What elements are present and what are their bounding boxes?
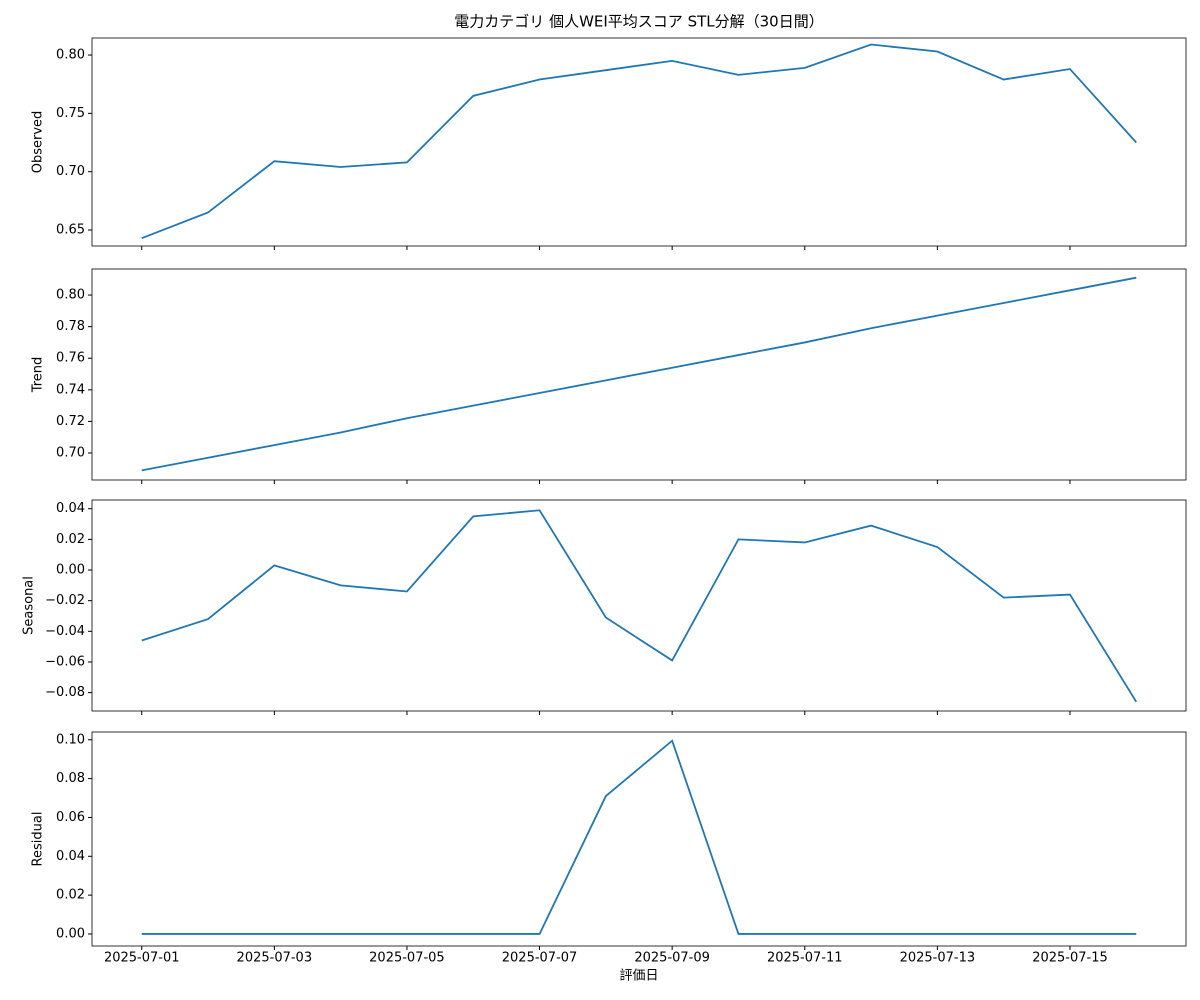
y-tick-label: 0.02 [56, 532, 85, 547]
x-tick-label: 2025-07-07 [502, 951, 578, 966]
x-tick-label: 2025-07-11 [767, 951, 843, 966]
y-tick-label: 0.04 [56, 849, 85, 864]
y-axis-label: Trend [31, 357, 46, 394]
y-tick-label: 0.72 [56, 414, 85, 429]
y-tick-label: 0.75 [56, 106, 85, 121]
plot-frame [91, 37, 1187, 247]
y-tick-label: 0.00 [56, 563, 85, 578]
x-axis-label: 評価日 [619, 969, 658, 984]
y-tick-label: 0.74 [56, 382, 85, 397]
y-tick-label: 0.78 [56, 319, 85, 334]
y-tick-label: 0.80 [56, 288, 85, 303]
plot-frame [91, 268, 1187, 481]
y-tick-label: −0.02 [45, 593, 85, 608]
plot-frame [91, 731, 1187, 947]
y-tick-label: 0.06 [56, 810, 85, 825]
y-tick-label: 0.80 [56, 48, 85, 63]
plot-frame [91, 499, 1187, 712]
y-tick-label: 0.02 [56, 888, 85, 903]
y-tick-label: −0.06 [45, 654, 85, 669]
data-line [141, 276, 1137, 472]
x-tick-label: 2025-07-13 [900, 951, 976, 966]
y-tick-label: 0.08 [56, 771, 85, 786]
x-tick-label: 2025-07-15 [1032, 951, 1108, 966]
x-tick-label: 2025-07-03 [237, 951, 313, 966]
y-axis-label: Observed [31, 111, 46, 174]
y-tick-label: 0.76 [56, 351, 85, 366]
y-tick-label: 0.04 [56, 501, 85, 516]
y-tick-label: 0.70 [56, 164, 85, 179]
y-tick-label: −0.04 [45, 624, 85, 639]
chart-title: 電力カテゴリ 個人WEI平均スコア STL分解（30日間） [454, 13, 823, 31]
y-tick-label: 0.65 [56, 223, 85, 238]
x-tick-label: 2025-07-09 [634, 951, 710, 966]
y-tick-label: 0.10 [56, 732, 85, 747]
x-tick-label: 2025-07-01 [104, 951, 180, 966]
data-line [141, 509, 1138, 703]
y-axis-label: Residual [31, 812, 46, 867]
y-tick-label: 0.00 [56, 926, 85, 941]
y-tick-label: −0.08 [45, 685, 85, 700]
y-tick-label: 0.70 [56, 445, 85, 460]
x-tick-label: 2025-07-05 [369, 951, 445, 966]
y-axis-label: Seasonal [22, 576, 37, 635]
data-line [141, 43, 1137, 240]
data-line [141, 739, 1137, 935]
